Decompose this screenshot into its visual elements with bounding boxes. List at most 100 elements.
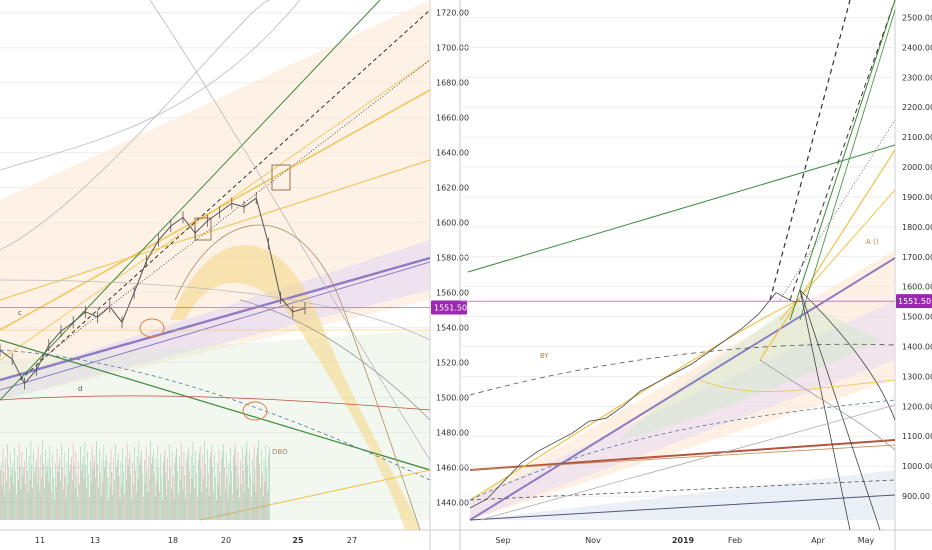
volume-bar [216,463,218,520]
volume-bar [229,485,231,520]
left-y-tick-label: 1520.00 [436,359,469,368]
left-price-tag: 1551.50 [431,300,467,315]
volume-bar [81,463,83,520]
volume-bar [182,489,184,520]
volume-bar [215,477,216,520]
volume-bar [183,452,185,520]
volume-bar [187,454,188,520]
volume-bar [65,499,67,520]
volume-bar [21,452,23,520]
volume-bar [256,455,258,520]
volume-bar [12,462,14,520]
volume-bar [172,476,174,520]
volume-bar [19,466,21,520]
volume-bar [10,476,12,520]
left-price-tag-label: 1551.50 [434,303,467,312]
right-gann-line [469,444,896,471]
right-gann-line [699,379,896,392]
volume-bar [211,445,213,520]
volume-bar [243,470,244,520]
volume-bar [174,462,176,520]
volume-bar [238,475,240,520]
volume-bar [121,485,123,520]
right-annotation: BY [540,352,549,360]
volume-bar [210,452,212,520]
volume-bar [103,445,105,520]
volume-bar [126,443,128,520]
volume-bar [222,451,223,520]
volume-bar [39,492,41,520]
volume-bar [250,474,251,520]
volume-bar [4,495,6,520]
left-y-tick-label: 1480.00 [436,429,469,438]
volume-bar [202,455,204,520]
volume-bar [190,456,192,520]
volume-bar [257,448,258,520]
volume-bar [9,490,10,520]
volume-bar [254,469,256,520]
volume-bar [99,450,100,520]
volume-bar [171,453,173,520]
volume-bar [124,494,125,520]
volume-bar [107,477,108,520]
volume-bar [11,469,13,520]
volume-bar [180,443,182,520]
volume-bar [216,500,217,520]
volume-bar [231,471,232,520]
volume-bar [225,490,226,520]
volume-bar [167,458,168,520]
volume-bar [150,441,151,520]
volume-bar [178,494,179,520]
volume-bar [153,450,154,520]
volume-bar [81,470,82,520]
volume-bar [78,461,79,520]
volume-bar [135,470,136,520]
volume-bar [247,465,249,520]
right-y-tick-label: 1500.00 [902,313,932,322]
volume-bar [142,474,143,520]
left-x-tick-label: 13 [90,536,100,545]
volume-bar [123,471,124,520]
volume-bar [9,453,11,520]
volume-bar [54,500,55,520]
right-price-tag: 1551.50 [896,294,932,309]
volume-bar [264,482,266,520]
volume-bar [40,455,42,520]
volume-bar [63,453,65,520]
volume-bar [219,472,221,520]
left-marker-circle [139,318,165,338]
volume-bar [25,484,26,520]
volume-bar [205,464,206,520]
volume-bar [51,491,52,520]
volume-bar [42,441,43,520]
volume-bar [154,496,156,520]
volume-bar [63,490,64,520]
volume-bar [265,445,267,520]
right-y-tick-label: 1200.00 [902,402,932,411]
volume-bar [269,447,270,520]
volume-bar [97,464,98,520]
volume-bar [80,447,81,520]
right-gann-line [469,399,896,501]
volume-bar [179,457,180,520]
right-gann-line [789,0,896,301]
right-annotation: A () [866,238,879,246]
left-y-tick-label: 1560.00 [436,289,469,298]
volume-bar [125,457,126,520]
volume-bar [208,496,210,520]
volume-bar [253,446,255,520]
volume-bar [188,447,189,520]
right-price-series [469,292,811,509]
volume-bar [206,487,207,520]
volume-bar [209,459,211,520]
volume-bar [36,460,37,520]
volume-bar [194,488,195,520]
volume-bar [127,466,129,520]
right-gann-line [779,189,896,321]
right-y-tick-label: 2100.00 [902,133,932,142]
left-annotation: d [78,385,82,393]
volume-bar [267,491,268,520]
volume-bar [240,461,241,520]
